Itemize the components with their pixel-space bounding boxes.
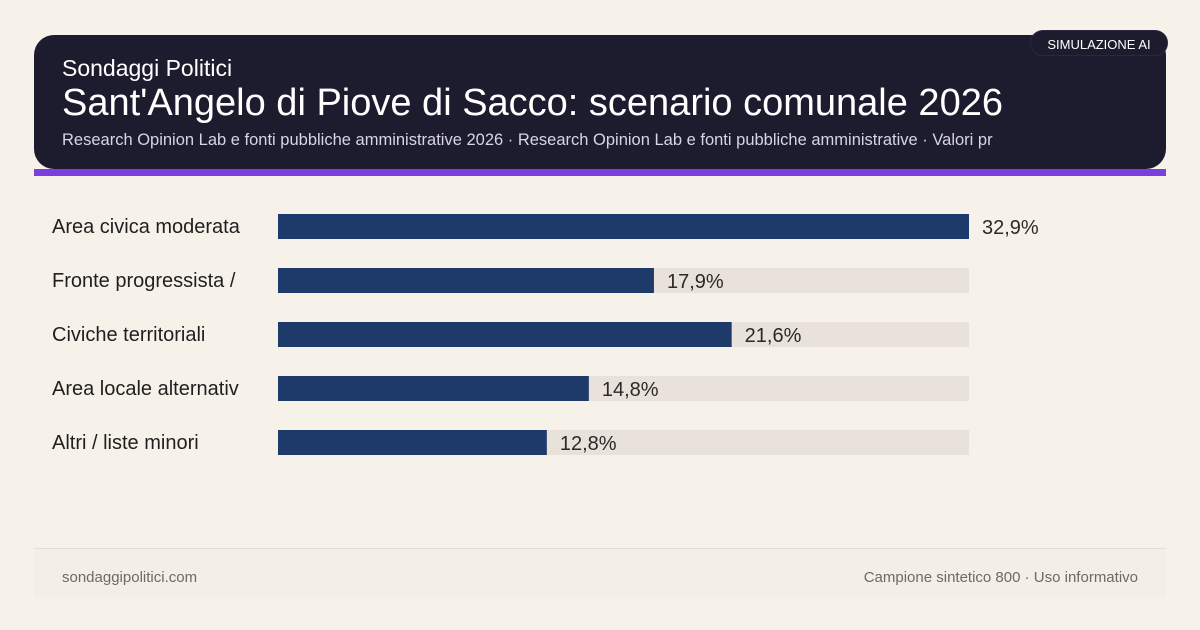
category-label: Area locale alternativ [52, 378, 239, 400]
page-title: Sant'Angelo di Piove di Sacco: scenario … [62, 82, 1003, 124]
header-panel: Sondaggi Politici Sant'Angelo di Piove d… [34, 35, 1166, 169]
footer-note: Campione sintetico 800 · Uso informativo [863, 569, 1138, 586]
value-label: 14,8% [602, 379, 659, 401]
value-label: 21,6% [745, 325, 802, 347]
footer-site: sondaggipolitici.com [62, 569, 198, 586]
ai-simulation-badge: SIMULAZIONE AI [1030, 30, 1168, 56]
footer: sondaggipolitici.com Campione sintetico … [34, 548, 1166, 597]
bar [278, 214, 969, 239]
chart-subtitle: Research Opinion Lab e fonti pubbliche a… [62, 131, 993, 149]
value-label: 12,8% [560, 433, 617, 455]
value-label: 17,9% [667, 271, 724, 293]
category-label: Altri / liste minori [52, 432, 199, 454]
category-label: Fronte progressista / [52, 270, 236, 292]
category-label: Area civica moderata [52, 216, 241, 238]
bar-chart: Area civica moderata 32,9% Fronte progress… [52, 214, 1039, 455]
bar [278, 322, 732, 347]
value-label: 32,9% [982, 217, 1039, 239]
bar [278, 430, 547, 455]
bar [278, 376, 589, 401]
accent-stripe [34, 169, 1166, 176]
brand-name: Sondaggi Politici [62, 55, 233, 81]
bar [278, 268, 654, 293]
category-label: Civiche territoriali [52, 324, 205, 346]
